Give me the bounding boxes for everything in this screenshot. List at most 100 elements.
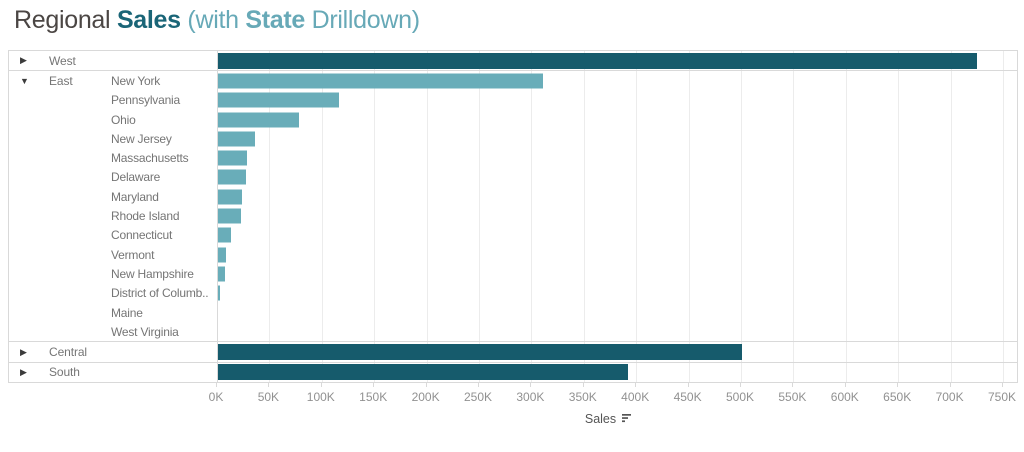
- state-label[interactable]: West Virginia: [111, 324, 179, 339]
- axis-tick-label: 450K: [673, 390, 702, 404]
- table-row: ▶ West: [9, 51, 1017, 70]
- state-label: [111, 363, 217, 382]
- bar-area: [217, 245, 1017, 264]
- expander-spacer: [9, 322, 49, 341]
- sort-descending-icon[interactable]: [622, 413, 633, 423]
- grid-line: [479, 51, 480, 382]
- state-label[interactable]: Maryland: [111, 189, 159, 204]
- sales-bar[interactable]: [217, 247, 227, 263]
- bar-area: [217, 303, 1017, 322]
- state-label[interactable]: Connecticut: [111, 228, 173, 243]
- state-label[interactable]: Pennsylvania: [111, 93, 180, 108]
- state-label[interactable]: Delaware: [111, 170, 161, 185]
- grid-line: [426, 51, 428, 382]
- sales-bar[interactable]: [217, 208, 241, 224]
- expander-spacer: [9, 110, 49, 129]
- axis-tick-label: 350K: [568, 390, 597, 404]
- axis-tick-mark: [687, 383, 689, 387]
- table-row: Delaware: [9, 168, 1017, 187]
- state-label[interactable]: Massachusetts: [111, 151, 189, 166]
- region-label: [49, 226, 111, 245]
- bar-area: [217, 264, 1017, 283]
- sales-bar[interactable]: [217, 169, 246, 185]
- sales-bar[interactable]: [217, 189, 242, 205]
- expand-arrow-icon[interactable]: ▶: [20, 346, 27, 357]
- chart-area: ▶ West ▼ East New York Pennsylvania Ohio New Je…: [8, 50, 1018, 383]
- region-label: [49, 168, 111, 187]
- bar-area: [217, 71, 1017, 90]
- sales-bar[interactable]: [217, 285, 220, 301]
- state-label[interactable]: New Hampshire: [111, 266, 194, 281]
- region-label: [49, 284, 111, 303]
- axis-tick-mark: [320, 383, 322, 387]
- grid-line: [741, 51, 742, 382]
- x-axis-title[interactable]: Sales: [216, 412, 1002, 426]
- x-axis-label[interactable]: Sales: [584, 412, 617, 426]
- table-row: Pennsylvania: [9, 91, 1017, 110]
- table-row: Connecticut: [9, 226, 1017, 245]
- axis-tick-mark: [1002, 383, 1003, 387]
- state-label[interactable]: District of Columb..: [111, 286, 209, 301]
- region-label: [49, 91, 111, 110]
- expand-arrow-icon[interactable]: ▶: [20, 55, 27, 66]
- sales-bar[interactable]: [217, 73, 543, 89]
- region-label: [49, 245, 111, 264]
- axis-tick-label: 100K: [306, 390, 335, 404]
- axis-tick-label: 650K: [883, 390, 912, 404]
- bar-area: [217, 168, 1017, 187]
- table-row: Vermont: [9, 245, 1017, 264]
- table-row: Massachusetts: [9, 148, 1017, 167]
- axis-tick-mark: [373, 383, 375, 387]
- state-label: [111, 51, 217, 70]
- axis-tick-mark: [268, 383, 270, 387]
- expander-spacer: [9, 245, 49, 264]
- expand-arrow-icon[interactable]: ▶: [20, 366, 27, 377]
- table-row: Rhode Island: [9, 206, 1017, 225]
- bar-area: [217, 363, 1017, 382]
- collapse-arrow-icon[interactable]: ▼: [20, 75, 29, 86]
- grid-line: [1003, 51, 1004, 382]
- sales-bar[interactable]: [217, 131, 255, 147]
- title-segment-sales: Sales: [116, 6, 188, 34]
- state-label[interactable]: Maine: [111, 305, 143, 320]
- region-label[interactable]: East: [49, 73, 73, 88]
- axis-tick-label: 300K: [516, 390, 545, 404]
- title-segment-drilldown: Drilldown): [311, 6, 420, 34]
- state-label[interactable]: New Jersey: [111, 131, 172, 146]
- region-label[interactable]: Central: [49, 345, 87, 360]
- axis-tick-mark: [844, 383, 846, 387]
- expander-spacer: [9, 303, 49, 322]
- sales-bar[interactable]: [217, 266, 225, 282]
- state-label[interactable]: Ohio: [111, 112, 136, 127]
- table-row: ▶ Central: [9, 341, 1017, 361]
- bar-area: [217, 206, 1017, 225]
- axis-tick-mark: [478, 383, 479, 387]
- expander-spacer: [9, 129, 49, 148]
- region-label: [49, 187, 111, 206]
- state-label[interactable]: New York: [111, 73, 161, 88]
- bar-area: [217, 110, 1017, 129]
- expander-spacer: [9, 91, 49, 110]
- region-label[interactable]: South: [49, 365, 80, 380]
- sales-bar[interactable]: [217, 112, 299, 128]
- axis-tick-mark: [425, 383, 427, 387]
- grid-line: [531, 51, 533, 382]
- sales-bar[interactable]: [217, 344, 743, 361]
- sales-bar[interactable]: [217, 364, 628, 381]
- region-label[interactable]: West: [49, 53, 76, 68]
- sales-bar[interactable]: [217, 92, 340, 108]
- table-row: ▶ South: [9, 361, 1017, 382]
- table-row: Maryland: [9, 187, 1017, 206]
- title-segment-with: (with: [187, 6, 246, 34]
- sales-bar[interactable]: [217, 52, 978, 69]
- sales-bar[interactable]: [217, 150, 247, 166]
- table-row: New Hampshire: [9, 264, 1017, 283]
- state-label[interactable]: Rhode Island: [111, 209, 180, 224]
- page-title: Regional Sales (with State Drilldown): [14, 6, 420, 35]
- axis-tick-label: 700K: [935, 390, 964, 404]
- bar-area: [217, 284, 1017, 303]
- table-row: New Jersey: [9, 129, 1017, 148]
- table-row: ▼ East New York: [9, 70, 1017, 90]
- sales-bar[interactable]: [217, 227, 231, 243]
- state-label[interactable]: Vermont: [111, 247, 155, 262]
